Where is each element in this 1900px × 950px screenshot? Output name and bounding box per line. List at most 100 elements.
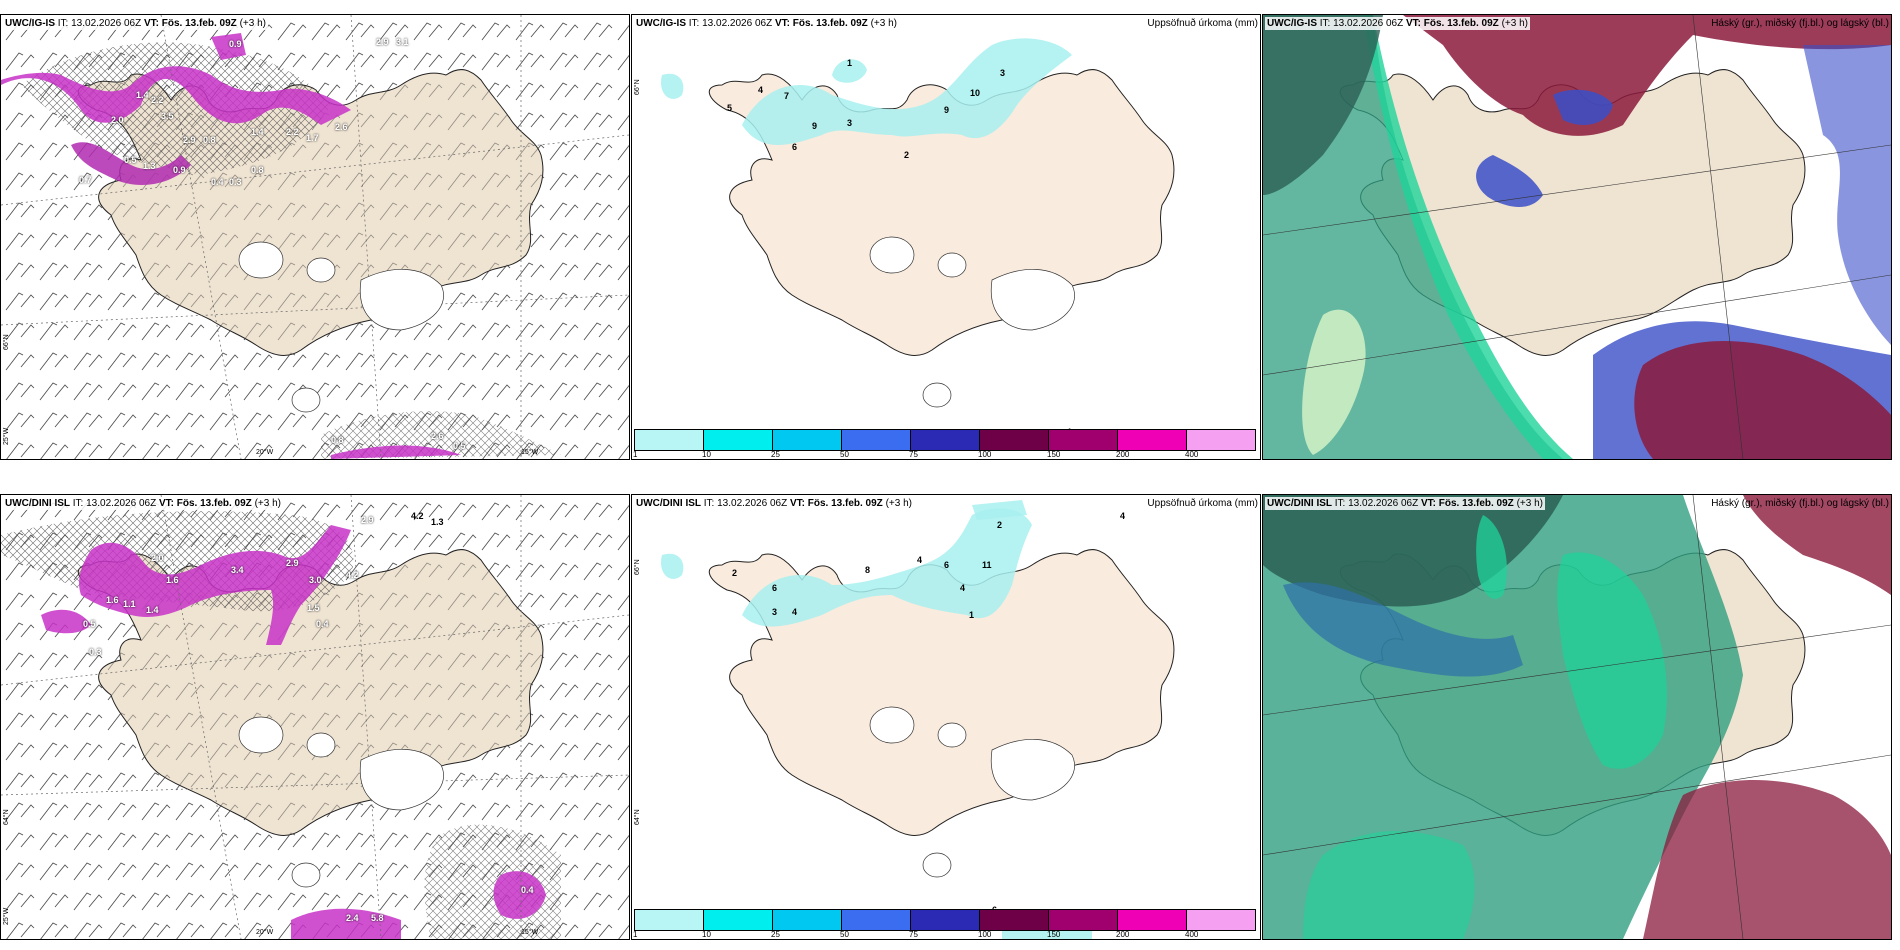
precip-colorbar (634, 429, 1256, 451)
precip-cell-label: 1.4 (146, 605, 159, 615)
precip-cell-label: 3.4 (231, 565, 244, 575)
precip-value-label: 9 (944, 105, 950, 115)
field-title: Uppsöfnuð úrkoma (mm) (1147, 498, 1258, 509)
panel-title: UWC/IG-IS IT: 13.02.2026 06Z VT: Fös. 13… (3, 17, 268, 30)
precip-cell-label: 0.3 (229, 177, 242, 187)
grid-label-lat66: 66°N (634, 79, 641, 95)
precip-cell-label: 2.6 (335, 122, 348, 132)
grid-label-lat64: 64°N (3, 809, 10, 825)
precip-value-label: 3 (847, 118, 853, 128)
map-panel-top-right: UWC/IG-IS IT: 13.02.2026 06Z VT: Fös. 13… (1262, 14, 1892, 460)
precip-cell-label: 2.2 (286, 127, 299, 137)
precip-cell-label: 1.7 (306, 133, 319, 143)
colorbar-tick-label: 100 (978, 450, 992, 459)
precip-value-label: 1 (969, 610, 975, 620)
field-title: Háský (gr.), miðský (fj.bl.) og lágský (… (1711, 18, 1889, 29)
map-panel-top-mid: UWC/IG-IS IT: 13.02.2026 06Z VT: Fös. 13… (631, 14, 1261, 460)
colorbar-segment (773, 430, 842, 450)
precip-cell-label: 0.5 (453, 441, 466, 451)
precip-value-label: 9 (812, 121, 818, 131)
precip-value-label: 10 (970, 88, 981, 98)
map-panel-bottom-mid: UWC/DINI ISL IT: 13.02.2026 06Z VT: Fös.… (631, 494, 1261, 940)
colorbar-tick-label: 150 (1047, 450, 1061, 459)
colorbar-tick-label: 75 (909, 450, 918, 459)
colorbar-tick-label: 25 (771, 450, 780, 459)
precip-value-label: 4 (917, 555, 923, 565)
precip-cell-label: 0.8 (331, 435, 344, 445)
colorbar-tick-label: 200 (1116, 450, 1130, 459)
panel-title: UWC/DINI ISL IT: 13.02.2026 06Z VT: Fös.… (634, 497, 914, 510)
precip-value-label: 8 (865, 565, 871, 575)
precip-value-label: 6 (792, 142, 798, 152)
colorbar-tick-label: 100 (978, 930, 992, 939)
precip-cell-label: 1.3 (143, 161, 156, 171)
precip-cell-label: 2.2 (151, 95, 164, 105)
precip-value-label: 2 (997, 520, 1003, 530)
precip-cell-label: 0.5 (83, 619, 96, 629)
colorbar-tick-label: 400 (1185, 450, 1199, 459)
grid-label-lon20: 20°W (256, 449, 274, 456)
precip-cell-label: 3.0 (309, 575, 322, 585)
colorbar-labels: 1 10 25 50 75 100 150 200 400 (633, 930, 1256, 939)
precip-cell-label: 2.4 (346, 913, 359, 923)
grid-label-lon25: 25°W (3, 427, 10, 445)
precip-cell-label: 1.4 (136, 90, 149, 100)
panel-title: UWC/DINI ISL IT: 13.02.2026 06Z VT: Fös.… (3, 497, 283, 510)
colorbar-segment (635, 910, 704, 930)
precip-cell-label: 1.3 (431, 517, 444, 527)
colorbar-segment (1118, 430, 1187, 450)
precip-cell-label: 1.6 (106, 595, 119, 605)
field-title: Uppsöfnuð úrkoma (mm) (1147, 18, 1258, 29)
colorbar-segment (704, 430, 773, 450)
precip-cell-label: 0.9 (229, 39, 242, 49)
precip-cell-label: 1.5 (307, 603, 320, 613)
precip-cell-label: 0.4 (316, 619, 329, 629)
colorbar-segment (980, 430, 1049, 450)
precip-value-label: 4 (792, 607, 798, 617)
map-panel-top-left: UWC/IG-IS IT: 13.02.2026 06Z VT: Fös. 13… (0, 14, 630, 460)
field-title: Háský (gr.), miðský (fj.bl.) og lágský (… (1711, 498, 1889, 509)
colorbar-segment (773, 910, 842, 930)
precip-value-label: 2 (732, 568, 738, 578)
grid-label-lat64: 64°N (634, 809, 641, 825)
precip-cell-label: 0.8 (251, 165, 264, 175)
precip-cell-label: 2.9 (183, 135, 196, 145)
precip-cell-label: 4.2 (411, 511, 424, 521)
precip-value-label: 6 (772, 583, 778, 593)
grid-label-lon15: 15°W (521, 449, 539, 456)
colorbar-segment (911, 430, 980, 450)
precip-cell-label: 3.5 (161, 111, 174, 121)
precip-value-label: 4 (758, 85, 764, 95)
precip-value-label: 11 (982, 560, 992, 570)
grid-label-lon15: 15°W (521, 929, 539, 936)
precip-cell-label: 2.0 (111, 115, 124, 125)
map-panel-bottom-left: UWC/DINI ISL IT: 13.02.2026 06Z VT: Fös.… (0, 494, 630, 940)
precip-value-label: 5 (727, 103, 733, 113)
cloud-layers-map (1263, 495, 1891, 939)
colorbar-segment (1118, 910, 1187, 930)
colorbar-segment (704, 910, 773, 930)
panel-title: UWC/IG-IS IT: 13.02.2026 06Z VT: Fös. 13… (634, 17, 899, 30)
precip-cell-label: 1.4 (251, 127, 264, 137)
precip-cell-label: 0.4 (521, 885, 534, 895)
precip-cell-label: 1.1 (123, 599, 136, 609)
precip-cell-label: 0.4 (211, 177, 224, 187)
colorbar-labels: 1 10 25 50 75 100 150 200 400 (633, 450, 1256, 459)
colorbar-tick-label: 1 (633, 450, 638, 459)
colorbar-segment (1049, 910, 1118, 930)
precip-cell-label: 2.6 (431, 431, 444, 441)
cloud-layers-map (1263, 15, 1891, 459)
panel-title: UWC/IG-IS IT: 13.02.2026 06Z VT: Fös. 13… (1265, 17, 1530, 30)
wind-precip-map (1, 15, 629, 459)
precip-cell-label: 5.8 (371, 913, 384, 923)
precip-cell-label: 0.5 (124, 155, 137, 165)
grid-label-lat66: 66°N (634, 559, 641, 575)
precip-cell-label: 0.9 (173, 165, 186, 175)
colorbar-segment (842, 910, 911, 930)
colorbar-segment (635, 430, 704, 450)
colorbar-tick-label: 50 (840, 930, 849, 939)
grid-label-lat66: 66°N (3, 334, 10, 350)
accumulated-precip-map (632, 15, 1260, 459)
precip-value-label: 3 (1000, 68, 1006, 78)
map-panel-bottom-right: UWC/DINI ISL IT: 13.02.2026 06Z VT: Fös.… (1262, 494, 1892, 940)
